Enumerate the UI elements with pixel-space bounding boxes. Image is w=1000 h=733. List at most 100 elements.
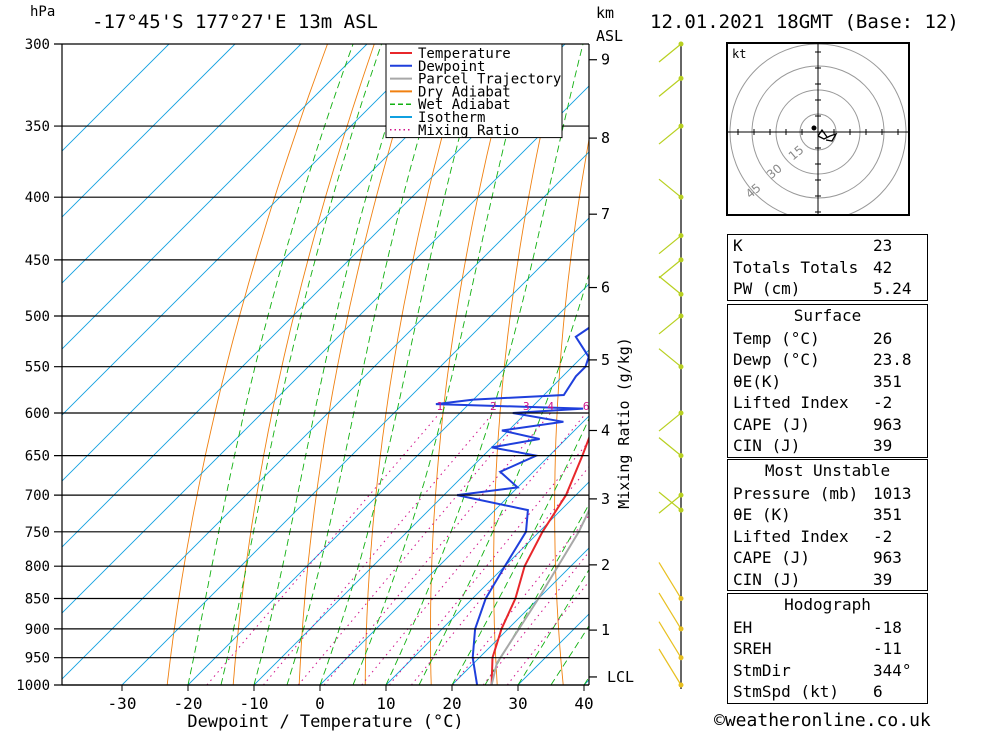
- pressure-tick-label: 450: [25, 253, 50, 269]
- hodograph-ring-label: 30: [764, 161, 785, 182]
- x-tick-label: 10: [376, 694, 395, 713]
- wind-barb-dot: [678, 626, 684, 632]
- legend-label: Dewpoint: [418, 59, 485, 75]
- isotherm-line: [62, 44, 500, 482]
- wind-barb: [658, 178, 682, 198]
- wind-barb-dot: [678, 41, 684, 47]
- pressure-unit-label: hPa: [30, 4, 56, 20]
- isotherm-line: [253, 349, 589, 685]
- datetime-label: 12.01.2021 18GMT (Base: 12): [650, 11, 959, 33]
- plot-area: [62, 44, 720, 685]
- km-tick-label: 9: [601, 51, 610, 69]
- index-label: K: [733, 236, 743, 255]
- wind-barb: [658, 491, 682, 511]
- wind-barb-dot: [678, 492, 684, 498]
- index-row: Totals Totals 42: [728, 257, 927, 279]
- wind-barb: [658, 43, 682, 63]
- mu-label: Lifted Index: [733, 526, 849, 546]
- wind-barb-dot: [678, 507, 684, 513]
- mu-row: CIN (J) 39: [728, 569, 927, 591]
- hodograph-panel: kt 15 30 45: [726, 42, 910, 216]
- wind-barb-dot: [678, 682, 684, 688]
- x-tick-label: 30: [508, 694, 527, 713]
- mixing-ratio-line: [323, 412, 551, 685]
- footer-credit[interactable]: ©weatheronline.co.uk: [714, 710, 931, 731]
- surface-label: θE(K): [733, 371, 782, 391]
- wind-barb-dot: [678, 291, 684, 297]
- surface-value: 26: [873, 328, 893, 348]
- wind-barb-dot: [678, 410, 684, 416]
- mu-value: 39: [873, 569, 893, 589]
- legend-label: Wet Adiabat: [418, 97, 511, 113]
- dry-adiabat-line: [493, 44, 562, 685]
- x-tick-label: 20: [442, 694, 461, 713]
- pressure-tick-label: 700: [25, 488, 50, 504]
- isotherm-line: [319, 415, 589, 685]
- location-title: -17°45'S 177°27'E 13m ASL: [92, 11, 378, 33]
- hodograph-trace: [817, 132, 838, 142]
- wind-barb: [658, 77, 682, 97]
- km-tick-label: 2: [601, 556, 610, 574]
- index-value: 42: [873, 257, 893, 277]
- mu-value: -2: [873, 526, 893, 546]
- isotherm-line: [62, 44, 434, 416]
- hodo-value: 344°: [873, 660, 912, 680]
- pressure-tick-label: 650: [25, 449, 50, 465]
- footer-site[interactable]: weatheronline.co.uk: [724, 710, 931, 731]
- surface-row: θE(K) 351: [728, 371, 927, 393]
- pressure-tick-label: 350: [25, 119, 50, 135]
- legend-label: Mixing Ratio: [418, 123, 519, 139]
- hodo-row: SREH -11: [728, 638, 927, 660]
- x-tick-label: 0: [315, 694, 325, 713]
- mu-label: CIN (J): [733, 569, 801, 589]
- hodograph-stats-title: Hodograph: [784, 595, 871, 614]
- km-tick-label: 3: [601, 490, 610, 508]
- wind-barb: [658, 315, 682, 335]
- isotherm-line: [121, 217, 589, 685]
- km-tick-label: 4: [601, 421, 610, 439]
- hodograph-plot: kt 15 30 45: [728, 44, 908, 214]
- wind-barb-dot: [678, 233, 684, 239]
- indices-table: K 23 Totals Totals 42 PW (cm) 5.24: [727, 234, 928, 301]
- surface-row: CAPE (J) 963: [728, 414, 927, 436]
- wind-barb: [658, 125, 682, 145]
- mu-row: Lifted Index -2: [728, 526, 927, 548]
- pressure-tick-label: 550: [25, 360, 50, 376]
- wind-barb: [658, 437, 682, 457]
- wind-barb: [658, 494, 682, 514]
- x-tick-label: -10: [240, 694, 269, 713]
- mixing-ratio-line: [389, 440, 589, 685]
- wind-barb: [658, 621, 682, 659]
- surface-value: 39: [873, 436, 893, 455]
- hodo-label: StmSpd (kt): [733, 682, 839, 701]
- surface-row: Lifted Index -2: [728, 392, 927, 414]
- hodo-row: StmDir 344°: [728, 660, 927, 682]
- pressure-tick-label: 800: [25, 559, 50, 575]
- km-tick-label: 1: [601, 621, 610, 639]
- wind-barb: [658, 562, 682, 599]
- isotherm-line: [187, 283, 589, 685]
- dry-adiabat-line: [166, 44, 328, 685]
- legend-box: [385, 43, 563, 139]
- wind-barb: [658, 275, 682, 295]
- index-row: PW (cm) 5.24: [728, 278, 927, 300]
- isotherm-line: [650, 44, 720, 685]
- surface-label: CAPE (J): [733, 414, 811, 434]
- series-line-dewpoint: [435, 326, 589, 685]
- pressure-tick-label: 500: [25, 309, 50, 325]
- hodograph-stats-table: Hodograph EH -18 SREH -11 StmDir 344° StmSp…: [727, 593, 928, 704]
- hodo-value: 6: [873, 682, 883, 701]
- mixing-ratio-label: 3: [523, 400, 530, 413]
- index-value: 5.24: [873, 279, 912, 298]
- hodograph-ring-label: 15: [786, 143, 807, 164]
- km-tick-label: 7: [601, 205, 610, 223]
- surface-label: Temp (°C): [733, 328, 820, 348]
- pressure-tick-label: 600: [25, 406, 50, 422]
- copyright-icon: ©: [714, 710, 725, 731]
- km-label: km: [596, 4, 615, 22]
- mixing-ratio-label: 1: [436, 400, 443, 413]
- mixing-ratio-axis-label: Mixing Ratio (g/kg): [615, 337, 633, 509]
- index-row: K 23: [728, 235, 927, 257]
- wind-barb-dot: [678, 257, 684, 263]
- wind-barb-dot: [678, 123, 684, 129]
